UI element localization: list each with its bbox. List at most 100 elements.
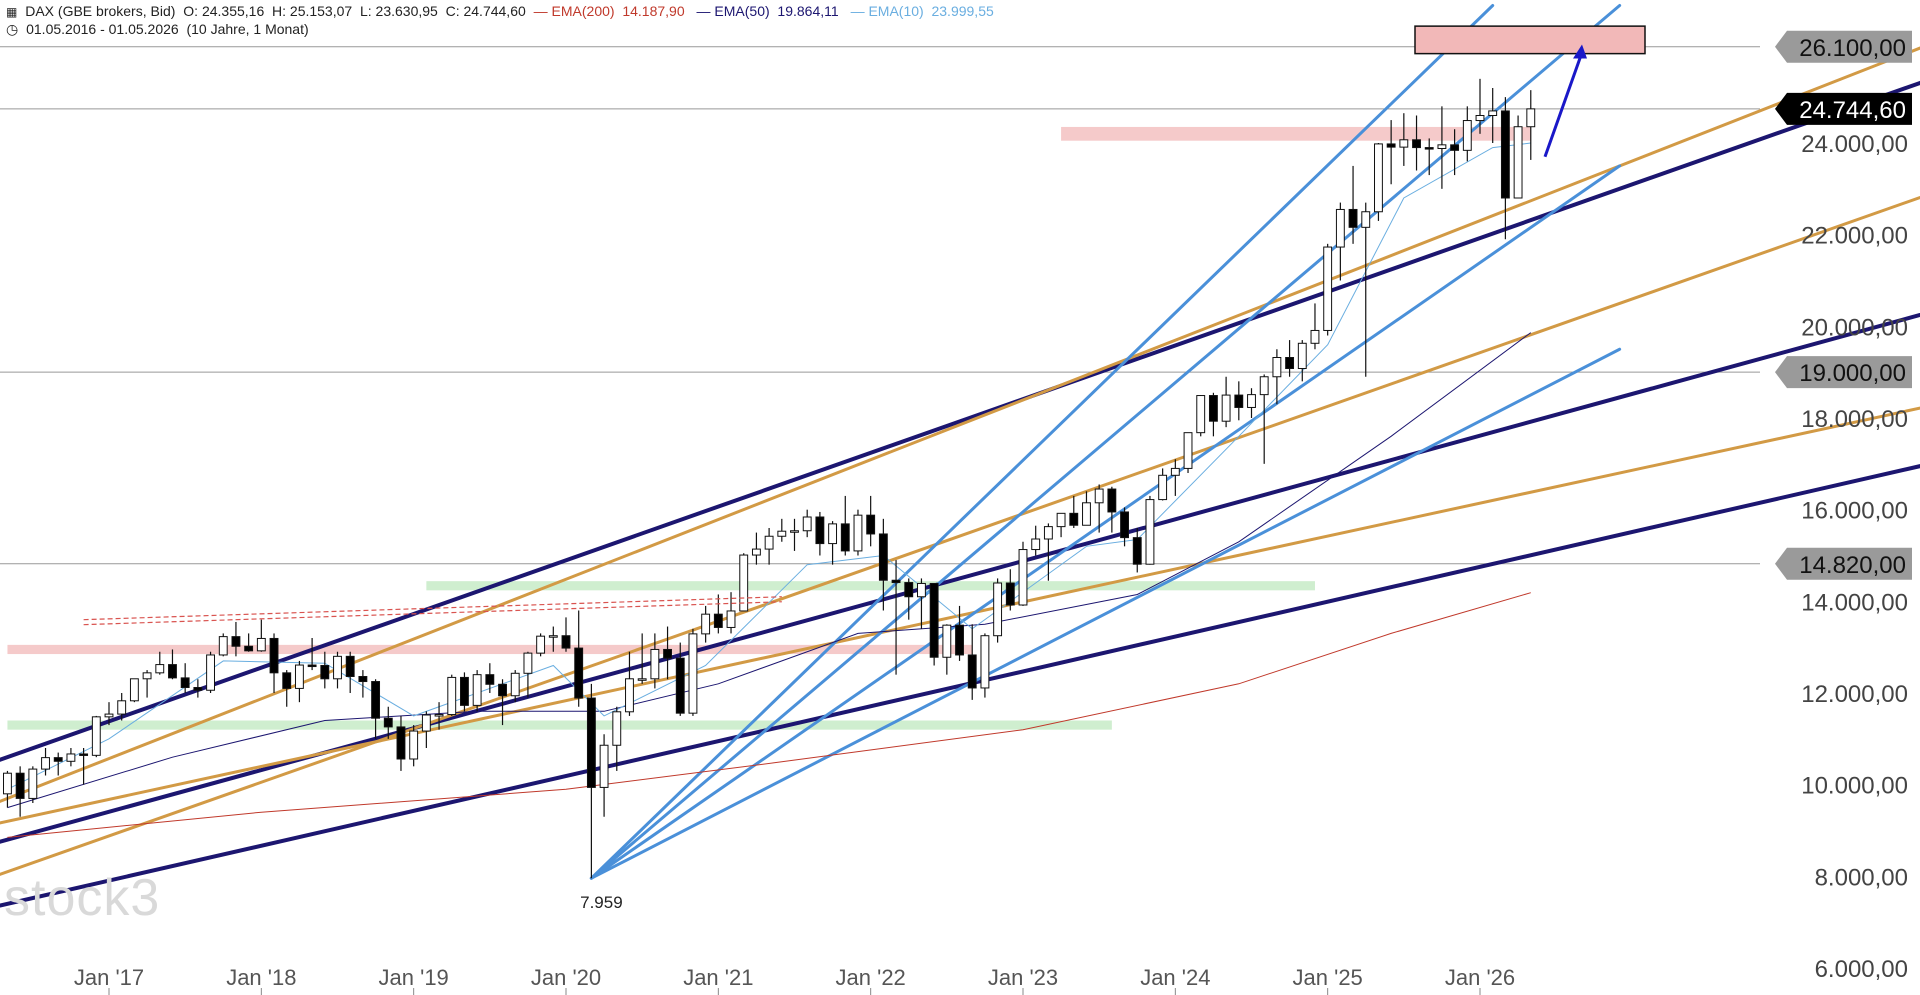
candle-down xyxy=(815,516,825,545)
trend-line-gold xyxy=(0,46,1920,803)
date-range-label: 01.05.2016 - 01.05.2026 (10 Jahre, 1 Mon… xyxy=(26,21,309,37)
candle-up xyxy=(142,672,152,680)
candle-up xyxy=(1094,488,1104,504)
x-tick-label: Jan '23 xyxy=(988,965,1058,990)
dashed-resistance-line xyxy=(83,601,782,626)
x-tick-label: Jan '22 xyxy=(836,965,906,990)
candle-up xyxy=(1513,126,1523,199)
candle-up xyxy=(1170,467,1180,476)
candle-down xyxy=(1132,537,1142,565)
candle-up xyxy=(942,624,952,658)
candle-down xyxy=(244,645,254,652)
watermark-logo: stock3 xyxy=(4,869,161,927)
candle-down xyxy=(79,753,89,756)
overlay: 7.959 xyxy=(83,25,1646,912)
candle-up xyxy=(599,744,609,788)
candle-up xyxy=(1526,108,1536,128)
candle-up xyxy=(409,730,419,760)
candle-up xyxy=(333,655,342,680)
price-tag-label: 24.744,60 xyxy=(1799,97,1906,124)
y-tick-label: 8.000,00 xyxy=(1815,864,1908,891)
candle-down xyxy=(955,624,964,656)
x-tick-label: Jan '21 xyxy=(683,965,753,990)
candle-up xyxy=(1272,357,1282,378)
price-tag-label: 26.100,00 xyxy=(1799,35,1906,62)
candle-down xyxy=(307,664,317,668)
candle-up xyxy=(777,530,787,537)
ema50-legend-label: EMA(50) 19.864,11 xyxy=(714,3,839,19)
trend-line-gold xyxy=(0,196,1920,876)
candle-down xyxy=(1120,511,1129,539)
candle-up xyxy=(434,714,444,717)
y-axis: 6.000,00 8.000,00 10.000,00 12.000,00 14.000… xyxy=(1775,30,1912,983)
candle-up xyxy=(1374,143,1383,213)
candle-down xyxy=(498,683,507,697)
candle-up xyxy=(447,676,457,716)
target-arrow-head xyxy=(1573,44,1587,59)
x-tick-label: Jan '19 xyxy=(379,965,449,990)
candle-up xyxy=(548,635,558,638)
candle-up xyxy=(650,648,660,680)
candle-down xyxy=(840,523,850,552)
candle-down xyxy=(561,635,571,649)
candle-up xyxy=(1082,502,1091,526)
ema10-legend-label: EMA(10) 23.999,55 xyxy=(868,3,994,19)
x-tick-label: Jan '20 xyxy=(531,965,601,990)
candle-up xyxy=(3,772,12,795)
candle-up xyxy=(637,678,647,681)
candle-down xyxy=(1500,110,1510,199)
trend-line-navy xyxy=(0,80,1920,762)
candle-up xyxy=(66,753,76,762)
candle-down xyxy=(371,681,381,719)
clock-icon: ◷ xyxy=(6,21,19,37)
candle-down xyxy=(891,579,901,584)
candle-up xyxy=(536,635,546,654)
candle-up xyxy=(1462,120,1472,151)
price-tag xyxy=(1775,30,1912,63)
x-tick-label: Jan '17 xyxy=(74,965,144,990)
candle-down xyxy=(231,636,241,647)
candle-up xyxy=(104,713,114,718)
candle-up xyxy=(155,664,165,674)
target-arrow-shaft xyxy=(1543,51,1584,158)
candle-up xyxy=(739,554,749,612)
candle-down xyxy=(574,647,584,699)
candle-down xyxy=(15,772,25,799)
candle-down xyxy=(713,613,723,628)
candle-up xyxy=(1475,115,1485,122)
horizontal-lines xyxy=(0,46,1760,565)
candle-up xyxy=(91,716,101,756)
candle-down xyxy=(1348,208,1358,228)
candle-up xyxy=(1310,329,1320,344)
candle-down xyxy=(967,654,977,689)
candle-down xyxy=(269,637,279,674)
ema200-legend: — EMA(200) 14.187,90 xyxy=(533,3,685,19)
candle-up xyxy=(701,613,711,635)
candle-up xyxy=(790,530,799,533)
ema-lines xyxy=(7,142,1532,838)
candle-down xyxy=(929,582,939,658)
candle-up xyxy=(1437,144,1447,149)
candle-down xyxy=(180,677,190,688)
candle-up xyxy=(1018,549,1028,606)
header-line-2: ◷ 01.05.2016 - 01.05.2026 (10 Jahre, 1 M… xyxy=(6,21,313,38)
candle-down xyxy=(345,655,355,677)
candle-up xyxy=(256,637,266,652)
candle-up xyxy=(612,711,622,746)
candle-up xyxy=(853,514,863,552)
price-tag xyxy=(1775,356,1912,389)
candle-down xyxy=(53,757,63,762)
trend-line-blue xyxy=(589,164,1622,880)
price-tag-label: 14.820,00 xyxy=(1799,552,1906,579)
y-tick-label: 10.000,00 xyxy=(1801,773,1908,800)
candle-up xyxy=(472,674,482,706)
candle-down xyxy=(675,657,685,714)
candle-down xyxy=(460,676,469,706)
candle-down xyxy=(1208,395,1218,422)
candle-up xyxy=(1196,395,1206,434)
candle-down xyxy=(168,664,177,679)
candle-up xyxy=(751,548,761,556)
candle-up xyxy=(1158,474,1168,501)
candle-up xyxy=(1145,499,1155,565)
low-annotation-label: 7.959 xyxy=(580,893,623,912)
